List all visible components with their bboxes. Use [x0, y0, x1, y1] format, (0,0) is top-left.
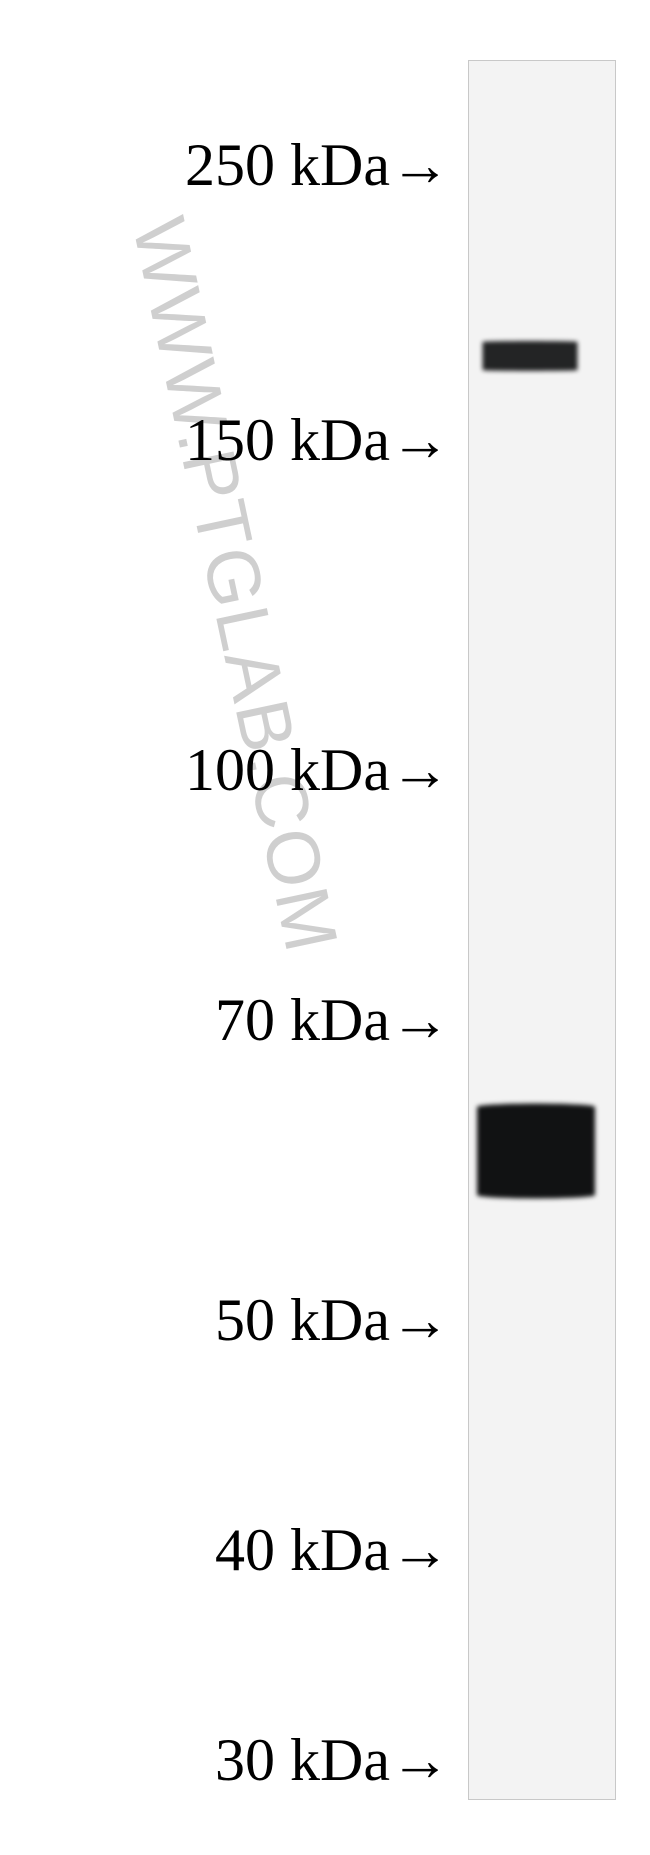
mw-marker: 50 kDa→ — [215, 1290, 450, 1350]
mw-marker: 250 kDa→ — [185, 135, 450, 195]
lower-band-main — [477, 1104, 595, 1199]
arrow-icon: → — [390, 736, 450, 803]
arrow-icon: → — [390, 1516, 450, 1583]
mw-marker-label: 100 kDa — [185, 737, 390, 803]
upper-band — [483, 341, 578, 371]
mw-marker: 40 kDa→ — [215, 1520, 450, 1580]
arrow-icon: → — [390, 131, 450, 198]
arrow-icon: → — [390, 406, 450, 473]
mw-marker: 150 kDa→ — [185, 410, 450, 470]
western-blot-figure: WWW.PTGLAB.COM 250 kDa→150 kDa→100 kDa→7… — [0, 0, 650, 1855]
mw-marker-label: 40 kDa — [215, 1517, 390, 1583]
mw-marker: 30 kDa→ — [215, 1730, 450, 1790]
mw-marker: 70 kDa→ — [215, 990, 450, 1050]
arrow-icon: → — [390, 1286, 450, 1353]
mw-marker: 100 kDa→ — [185, 740, 450, 800]
watermark-text: WWW.PTGLAB.COM — [116, 210, 356, 960]
mw-marker-label: 250 kDa — [185, 132, 390, 198]
arrow-icon: → — [390, 986, 450, 1053]
mw-marker-label: 50 kDa — [215, 1287, 390, 1353]
arrow-icon: → — [390, 1726, 450, 1793]
mw-marker-label: 30 kDa — [215, 1727, 390, 1793]
mw-marker-label: 70 kDa — [215, 987, 390, 1053]
mw-marker-label: 150 kDa — [185, 407, 390, 473]
blot-lane — [468, 60, 616, 1800]
